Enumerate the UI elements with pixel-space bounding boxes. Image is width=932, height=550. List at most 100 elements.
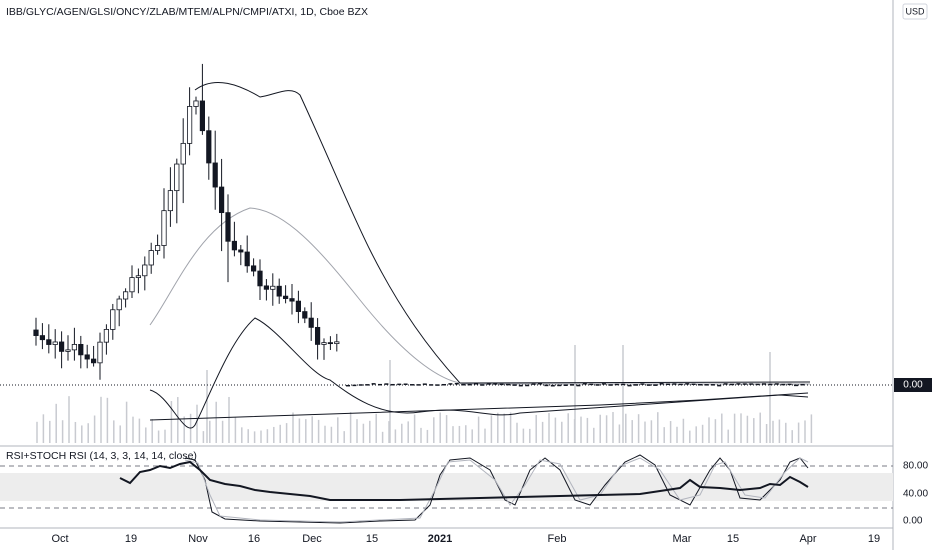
candle-body: [65, 349, 71, 352]
candle-body: [691, 383, 696, 386]
candle-body: [308, 317, 314, 328]
candle-body: [461, 383, 466, 386]
candle-body: [91, 358, 97, 364]
candle-body: [378, 383, 382, 386]
candle-body: [403, 383, 408, 385]
candle-body: [787, 383, 792, 386]
candle-body: [250, 265, 257, 272]
indicator-line: [149, 317, 809, 429]
candle-body: [736, 383, 741, 385]
candle-body: [474, 383, 478, 385]
candle-body: [334, 341, 340, 345]
candle-body: [685, 383, 690, 385]
candle-body: [218, 186, 225, 214]
candle-body: [302, 311, 308, 319]
candle-body: [276, 285, 282, 297]
candle-body: [84, 354, 90, 360]
candle-body: [710, 384, 715, 386]
candle-body: [589, 383, 594, 386]
symbol-title: IBB/GLYC/AGEN/GLSI/ONCY/ZLAB/MTEM/ALPN/C…: [6, 6, 368, 18]
candle-body: [129, 277, 135, 293]
candle-body: [531, 383, 536, 385]
candle-body: [570, 384, 574, 386]
time-label: Dec: [302, 533, 322, 545]
candle-body: [774, 383, 779, 385]
candle-body: [206, 130, 212, 164]
candle-body: [448, 383, 453, 385]
candle-body: [422, 383, 427, 385]
indicator-line: [194, 81, 811, 384]
candle-body: [576, 384, 581, 387]
candle-body: [608, 384, 613, 386]
time-label: Feb: [548, 533, 567, 545]
indicator-title: RSI+STOCH RSI (14, 3, 3, 14, 14, close): [6, 450, 197, 462]
candle-body: [110, 309, 116, 330]
candle-body: [614, 383, 619, 386]
candle-body: [231, 240, 237, 251]
candle-body: [314, 326, 321, 345]
currency[interactable]: USD: [905, 6, 925, 16]
time-label: 19: [868, 533, 880, 545]
candle-body: [800, 383, 805, 386]
candle-body: [327, 342, 334, 345]
time-label: Apr: [799, 533, 816, 545]
candle-body: [39, 335, 46, 341]
candle-body: [123, 291, 129, 300]
candle-body: [180, 142, 186, 165]
candle-body: [557, 384, 562, 387]
candle-body: [97, 341, 103, 364]
time-label: 16: [248, 533, 260, 545]
candle-body: [762, 383, 766, 385]
candle-body: [749, 383, 754, 385]
candle-body: [640, 383, 645, 385]
candle-body: [244, 251, 250, 267]
candle-body: [371, 383, 376, 385]
candle-body: [148, 250, 154, 266]
candle-body: [174, 163, 180, 192]
time-label: 15: [366, 533, 378, 545]
candle-body: [563, 384, 568, 387]
time-label: 15: [727, 533, 739, 545]
candle-body: [225, 212, 231, 242]
rsi-line: [119, 460, 809, 501]
candle-body: [321, 342, 327, 345]
candle-body: [103, 329, 109, 343]
candle-body: [493, 383, 498, 385]
candle-body: [621, 383, 626, 386]
candle-body: [346, 384, 350, 387]
candle-body: [730, 383, 734, 386]
candle-body: [717, 384, 722, 387]
candle-body: [282, 295, 289, 299]
candle-body: [525, 384, 530, 387]
candle-body: [270, 285, 276, 290]
candle-body: [59, 341, 65, 352]
candle-body: [627, 384, 632, 387]
time-label: Nov: [188, 533, 208, 545]
candle-body: [238, 249, 244, 253]
indicator-line: [149, 207, 810, 385]
candle-body: [768, 383, 773, 386]
price-pane: [33, 63, 813, 443]
candle-body: [193, 100, 199, 107]
candle-body: [161, 210, 167, 246]
time-axis: Oct 19 Nov 16 Dec 15 2021 Feb Mar 15 Apr 19: [51, 533, 880, 545]
rsi-axis-label: 0.00: [903, 516, 923, 527]
candle-body: [653, 384, 658, 386]
candle-body: [390, 383, 395, 386]
candle-body: [71, 344, 77, 351]
candle-body: [486, 383, 491, 385]
candle-body: [755, 383, 760, 386]
candle-body: [538, 383, 542, 385]
candle-body: [416, 384, 421, 386]
currency-box[interactable]: [902, 3, 928, 20]
candle-body: [257, 270, 263, 287]
rsi-axis-label: 80.00: [903, 461, 928, 472]
candle-body: [212, 162, 218, 188]
candle-body: [199, 100, 205, 132]
candle-body: [154, 245, 161, 251]
candle-body: [435, 384, 440, 386]
candle-body: [365, 384, 370, 386]
candle-body: [512, 384, 517, 386]
